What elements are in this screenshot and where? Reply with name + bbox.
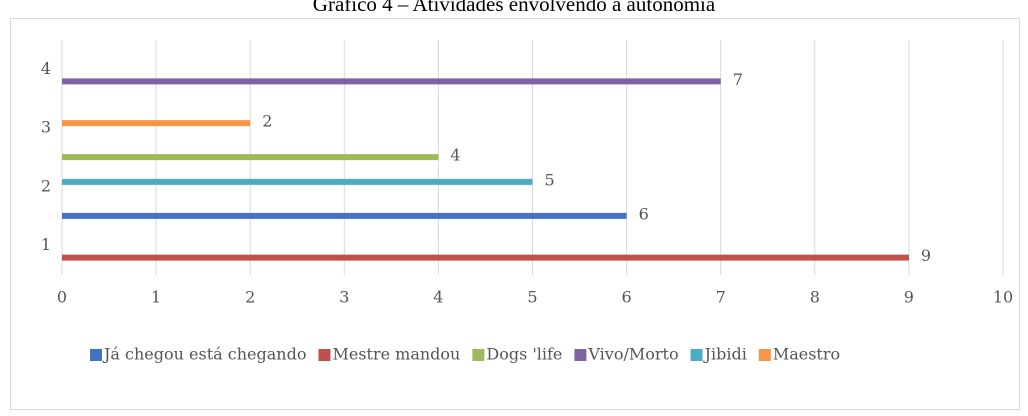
data-label: 6 <box>639 204 649 223</box>
x-tick-label: 8 <box>810 288 820 307</box>
x-tick-label: 0 <box>57 288 67 307</box>
bar <box>62 78 721 85</box>
bar <box>62 120 251 127</box>
legend-label: Mestre mandou <box>332 345 460 364</box>
data-label: 2 <box>262 112 272 131</box>
data-label: 4 <box>450 146 460 165</box>
x-tick-label: 6 <box>622 288 632 307</box>
y-tick-label: 2 <box>41 176 51 195</box>
x-tick-label: 3 <box>339 288 349 307</box>
bar <box>62 212 627 219</box>
data-label: 9 <box>921 246 931 265</box>
y-tick-label: 4 <box>41 59 51 78</box>
x-tick-label: 4 <box>433 288 443 307</box>
legend-label: Jibidi <box>703 345 747 364</box>
legend-swatch <box>574 349 587 361</box>
data-label: 5 <box>545 170 555 189</box>
y-tick-label: 3 <box>41 118 51 137</box>
legend-swatch <box>90 349 102 361</box>
x-tick-label: 7 <box>716 288 726 307</box>
x-tick-label: 5 <box>527 288 537 307</box>
x-tick-label: 2 <box>245 288 255 307</box>
bar <box>62 178 533 185</box>
legend-swatch <box>318 349 331 361</box>
legend-label: Vivo/Morto <box>587 345 678 364</box>
legend-label: Maestro <box>773 345 840 364</box>
bar <box>62 254 909 261</box>
x-tick-label: 10 <box>993 288 1013 307</box>
legend-swatch <box>758 349 771 361</box>
data-label: 7 <box>733 70 743 89</box>
legend-label: Já chegou está chegando <box>102 345 306 364</box>
y-tick-label: 1 <box>41 235 51 254</box>
legend-swatch <box>690 349 703 361</box>
bar <box>62 154 439 161</box>
legend-swatch <box>472 349 485 361</box>
legend-label: Dogs 'life <box>486 345 562 364</box>
chart-title: Gráfico 4 – Atividades envolvendo a auto… <box>313 0 716 16</box>
x-tick-label: 1 <box>151 288 161 307</box>
x-tick-label: 9 <box>904 288 914 307</box>
